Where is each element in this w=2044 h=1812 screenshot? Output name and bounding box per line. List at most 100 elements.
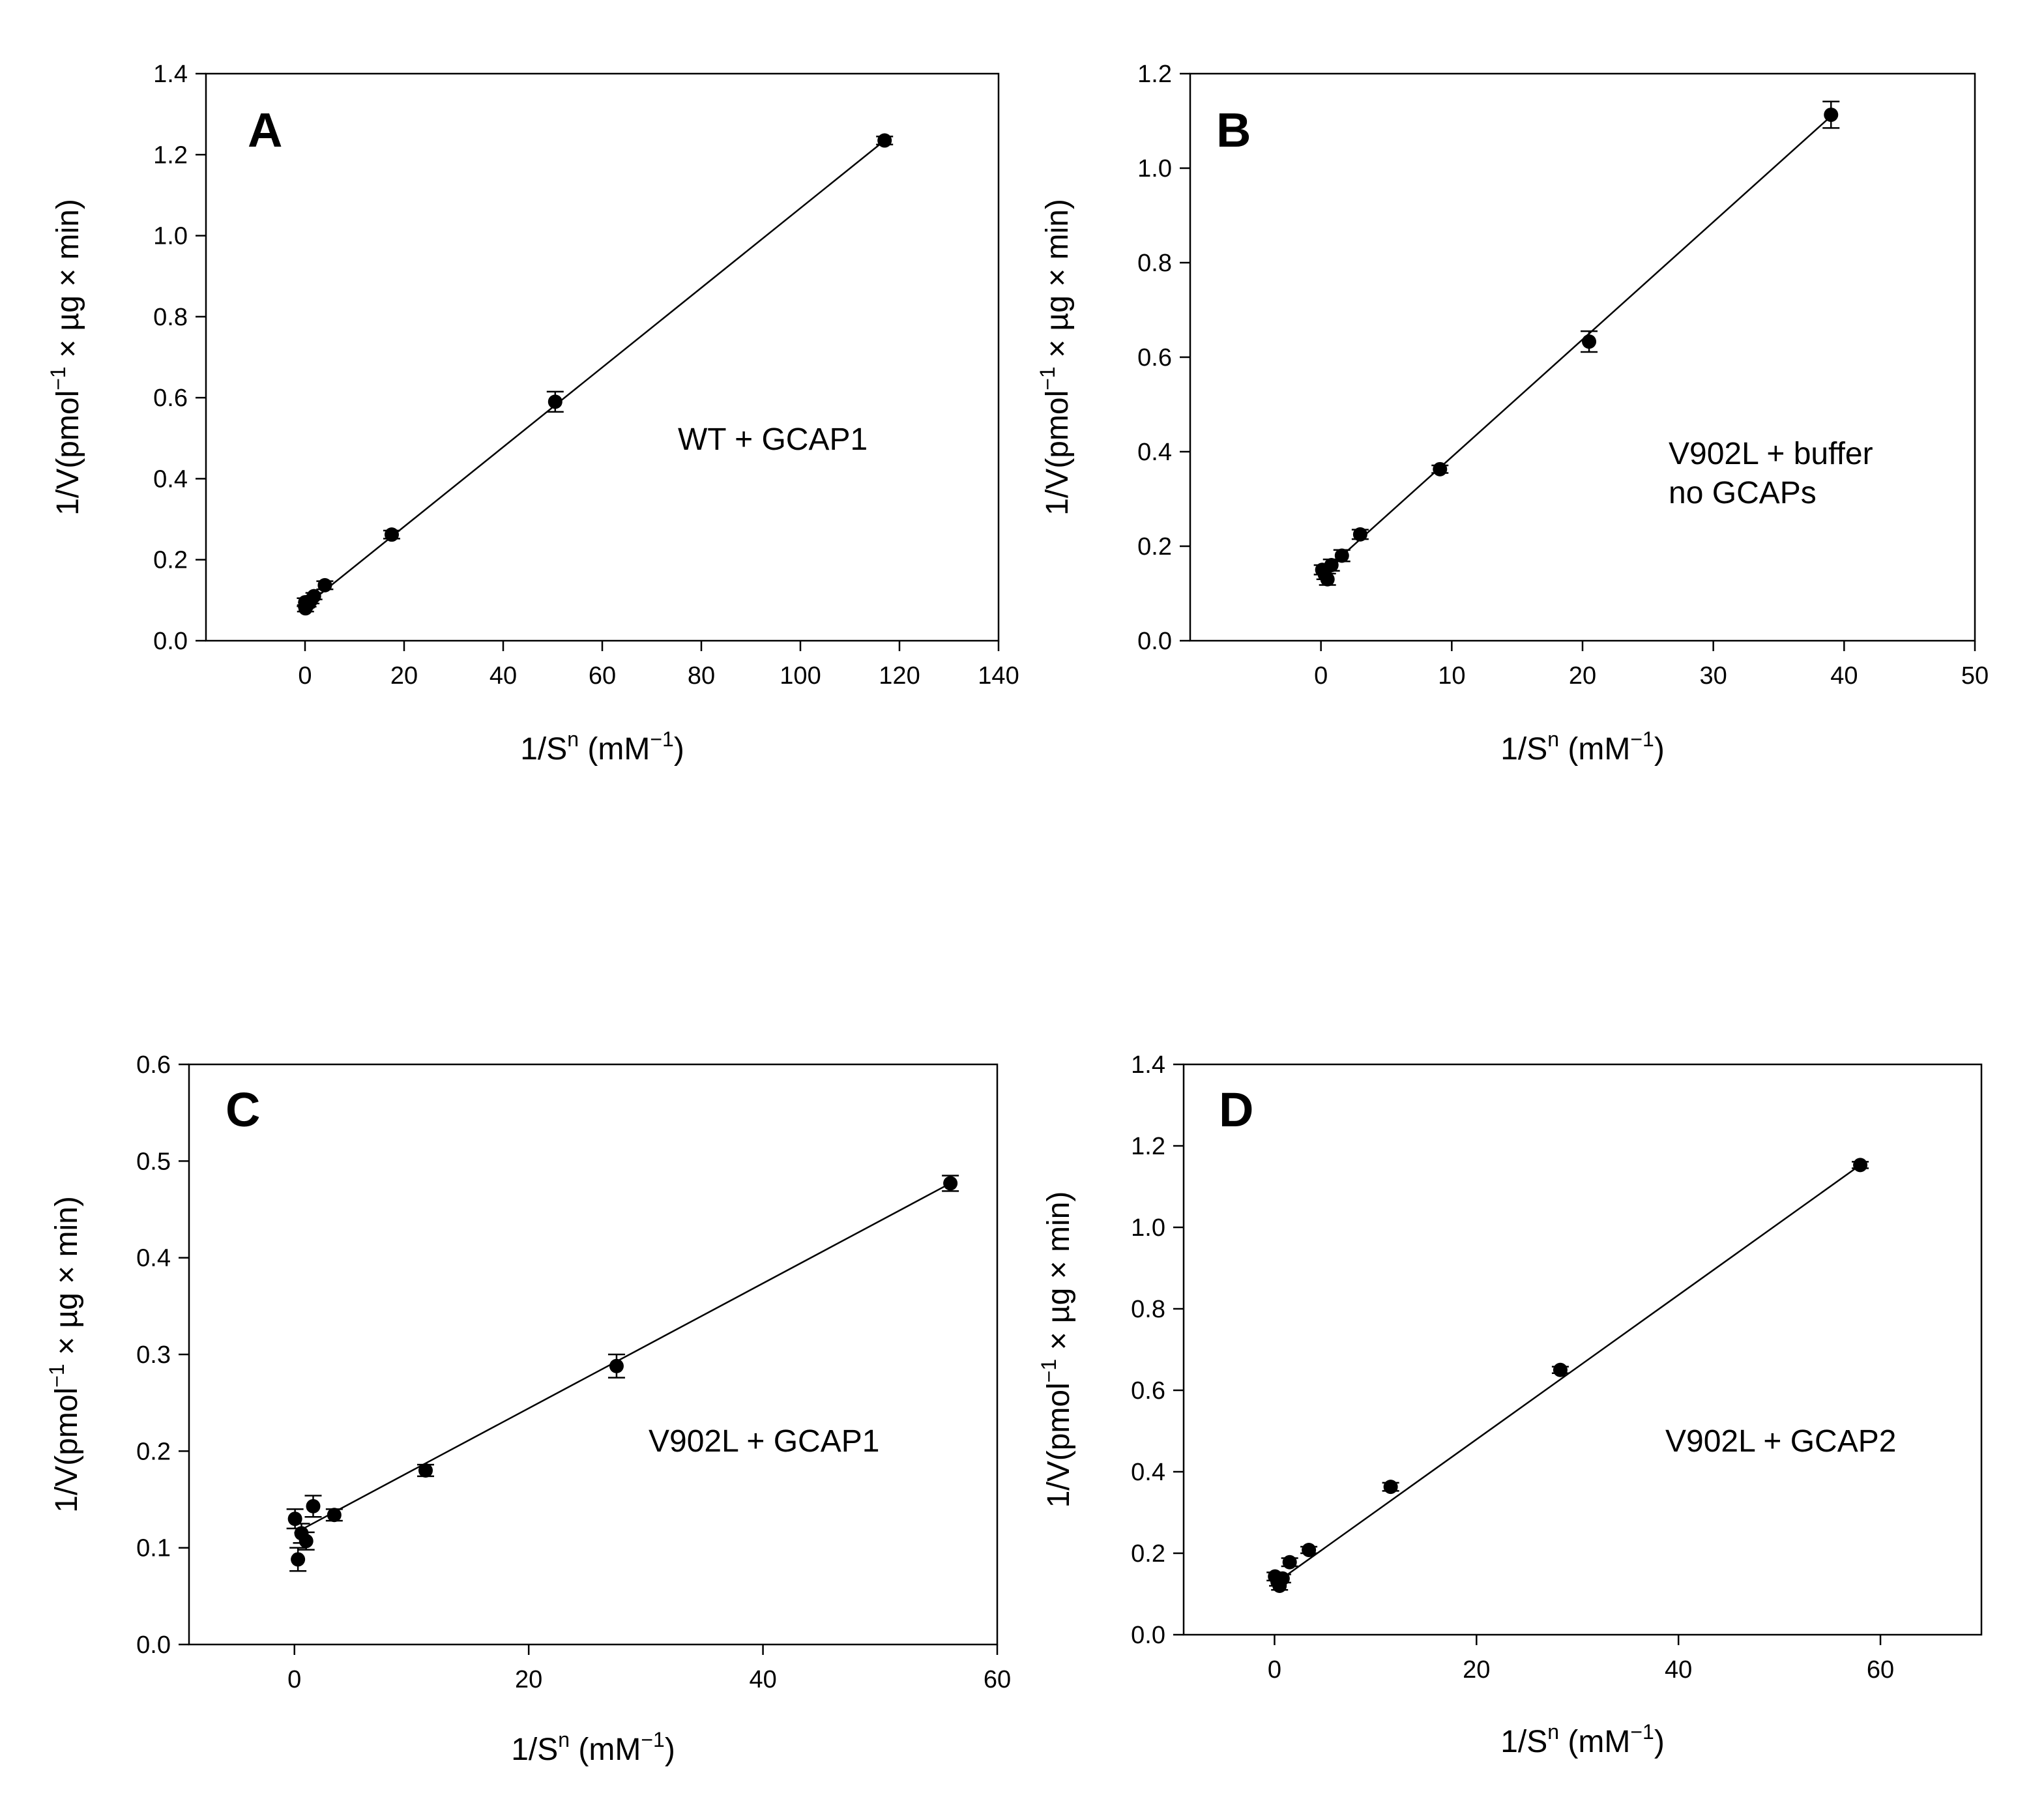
x-tick-label: 120 — [879, 662, 920, 690]
y-tick-label: 0.0 — [136, 1631, 171, 1659]
x-tick-label: 140 — [978, 662, 1019, 690]
panel-annotation: V902L + GCAP1 — [649, 1424, 879, 1459]
data-point — [1282, 1555, 1297, 1570]
x-tick-label: 40 — [749, 1666, 776, 1693]
y-tick-label: 0.2 — [136, 1438, 171, 1465]
chart-panel-d: 0.0 0.2 0.4 0.6 0.8 1.0 1.2 1.4 0 20 40 60 D V902L + … — [1037, 1051, 1983, 1759]
y-tick-label: 0.0 — [1131, 1622, 1165, 1649]
data-point — [877, 133, 892, 148]
y-tick-label: 0.0 — [153, 628, 188, 655]
y-tick-label: 1.4 — [153, 61, 188, 88]
y-tick-label: 0.6 — [1137, 344, 1172, 372]
x-tick-label: 40 — [1665, 1656, 1692, 1684]
x-tick-label: 20 — [515, 1666, 542, 1693]
panel-letter: D — [1219, 1083, 1253, 1137]
y-tick-label: 0.8 — [153, 304, 188, 331]
data-point — [943, 1176, 958, 1191]
data-point — [299, 1534, 314, 1549]
y-tick-label: 0.8 — [1131, 1296, 1165, 1323]
y-axis-title: 1/V(pmol−1 × µg × min) — [45, 1196, 84, 1513]
chart-panel-b: 0.0 0.2 0.4 0.6 0.8 1.0 1.2 0 10 20 30 40 50 B V902L +… — [1036, 61, 1989, 767]
x-tick-label: 20 — [1463, 1656, 1490, 1684]
panel-annotation: V902L + GCAP2 — [1665, 1424, 1896, 1459]
x-tick-label: 40 — [1830, 662, 1858, 690]
x-tick-label: 0 — [298, 662, 312, 690]
y-tick-label: 1.2 — [153, 141, 188, 169]
data-point — [306, 1498, 321, 1513]
y-tick-label: 0.4 — [153, 465, 188, 493]
x-tick-label: 20 — [390, 662, 418, 690]
y-tick-label: 0.2 — [1137, 533, 1172, 561]
y-tick-label: 1.0 — [153, 223, 188, 250]
y-tick-label: 0.2 — [1131, 1540, 1165, 1568]
y-tick-label: 1.2 — [1137, 61, 1172, 88]
data-point — [609, 1358, 624, 1373]
data-point — [1582, 334, 1597, 349]
data-point — [287, 1512, 302, 1527]
x-tick-label: 80 — [688, 662, 715, 690]
y-tick-label: 0.4 — [136, 1245, 171, 1272]
plot-frame — [1182, 1063, 1983, 1636]
data-point — [1553, 1362, 1568, 1377]
y-axis-title: 1/V(pmol−1 × µg × min) — [46, 199, 85, 516]
y-axis-title: 1/V(pmol−1 × µg × min) — [1037, 1191, 1076, 1508]
panel-letter: C — [226, 1083, 260, 1137]
data-point — [1352, 527, 1367, 542]
x-axis-title: 1/Sn (mM−1) — [1500, 1720, 1665, 1759]
data-point — [1320, 572, 1335, 587]
data-point — [1275, 1571, 1290, 1586]
data-point — [327, 1508, 342, 1523]
x-tick-label: 100 — [780, 662, 821, 690]
data-point — [1433, 461, 1448, 476]
chart-panel-a: 0.0 0.2 0.4 0.6 0.8 1.0 1.2 1.4 0 20 40 60 80 100 120 1… — [46, 61, 1019, 767]
y-tick-label: 0.5 — [136, 1148, 171, 1175]
data-point — [548, 394, 562, 409]
y-tick-label: 1.2 — [1131, 1133, 1165, 1160]
y-tick-label: 1.0 — [1131, 1214, 1165, 1242]
chart-panel-c: 0.0 0.1 0.2 0.3 0.4 0.5 0.6 0 20 40 60 C V902L + GCA… — [45, 1051, 1011, 1767]
y-tick-label: 0.1 — [136, 1535, 171, 1562]
x-tick-label: 0 — [287, 1666, 301, 1693]
x-tick-label: 50 — [1961, 662, 1989, 690]
x-axis-title: 1/Sn (mM−1) — [1500, 727, 1665, 767]
y-tick-label: 0.3 — [136, 1341, 171, 1369]
data-point — [291, 1552, 306, 1567]
data-point — [385, 527, 399, 542]
y-tick-label: 0.0 — [1137, 628, 1172, 655]
fit-line — [294, 1182, 951, 1534]
data-point — [418, 1463, 433, 1478]
data-point — [1383, 1480, 1398, 1495]
x-tick-label: 30 — [1700, 662, 1727, 690]
panel-annotation: V902L + buffer no GCAPs — [1669, 437, 1873, 510]
x-tick-label: 60 — [589, 662, 616, 690]
x-axis-title: 1/Sn (mM−1) — [511, 1728, 675, 1767]
y-tick-label: 0.6 — [153, 385, 188, 412]
x-tick-label: 10 — [1438, 662, 1465, 690]
y-tick-label: 1.0 — [1137, 155, 1172, 183]
fit-line — [1320, 115, 1832, 576]
y-tick-label: 0.8 — [1137, 250, 1172, 277]
data-point — [1334, 548, 1349, 563]
x-axis-title: 1/Sn (mM−1) — [520, 727, 684, 767]
data-point — [306, 589, 321, 604]
y-tick-label: 1.4 — [1131, 1051, 1165, 1079]
y-axis-title: 1/V(pmol−1 × µg × min) — [1036, 199, 1075, 516]
data-point — [1824, 108, 1839, 123]
panel-annotation: WT + GCAP1 — [678, 422, 868, 457]
fit-line — [304, 139, 885, 607]
panels: 0.00.20.40.60.81.01.21.40 20 40 60 80 100 120 1… — [45, 61, 1989, 1767]
fit-line — [1274, 1164, 1861, 1585]
y-tick-label: 0.6 — [136, 1051, 171, 1079]
data-point — [317, 577, 332, 592]
y-tick-label: 0.4 — [1131, 1459, 1165, 1486]
panel-letter: A — [248, 103, 282, 157]
data-point — [1302, 1543, 1317, 1557]
panel-letter: B — [1216, 103, 1251, 157]
x-tick-label: 0 — [1268, 1656, 1281, 1684]
y-tick-label: 0.4 — [1137, 439, 1172, 466]
x-tick-label: 0 — [1314, 662, 1328, 690]
data-point — [1853, 1158, 1868, 1173]
y-tick-label: 0.6 — [1131, 1377, 1165, 1405]
